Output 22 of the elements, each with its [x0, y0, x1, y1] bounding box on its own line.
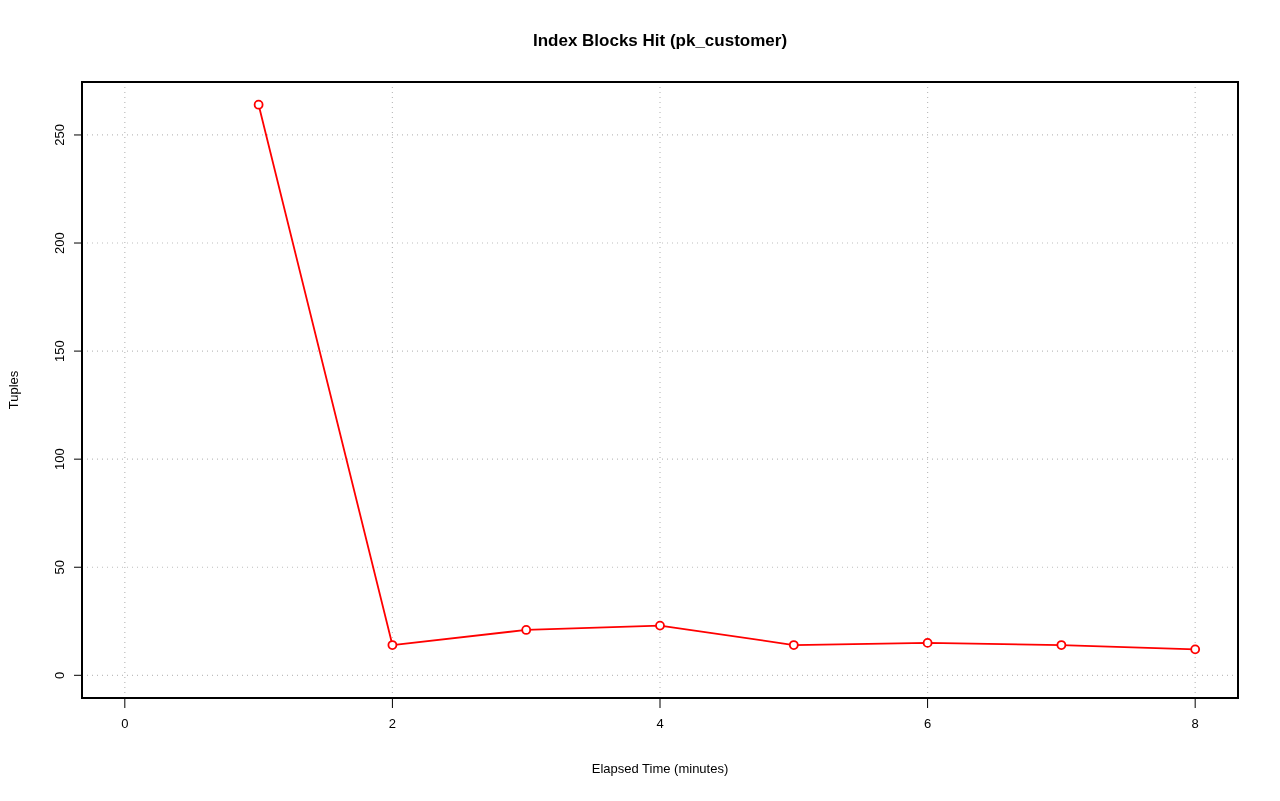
- point: [1056, 640, 1067, 650]
- x-tick-label: 8: [1191, 716, 1199, 732]
- point: [1190, 644, 1201, 655]
- x-tick-label: 2: [388, 716, 397, 732]
- y-tick-label: 250: [52, 124, 68, 146]
- point: [788, 640, 799, 650]
- y-tick-label: 50: [52, 560, 68, 575]
- point: [521, 625, 532, 635]
- x-tick-label: 0: [121, 716, 129, 732]
- y-axis-title: Tuples: [5, 369, 22, 412]
- point: [387, 640, 398, 650]
- y-tick-label: 150: [52, 340, 68, 362]
- point: [655, 620, 665, 631]
- x-tick-label: 6: [923, 716, 932, 732]
- point: [253, 99, 264, 110]
- chart-title: Index Blocks Hit (pk_customer): [531, 31, 789, 51]
- x-tick-label: 4: [656, 716, 664, 732]
- point: [922, 637, 933, 648]
- y-tick-label: 100: [52, 448, 68, 471]
- y-tick-label: 0: [52, 671, 68, 679]
- x-axis-title: Elapsed Time (minutes): [590, 761, 730, 776]
- y-tick-label: 200: [52, 232, 68, 254]
